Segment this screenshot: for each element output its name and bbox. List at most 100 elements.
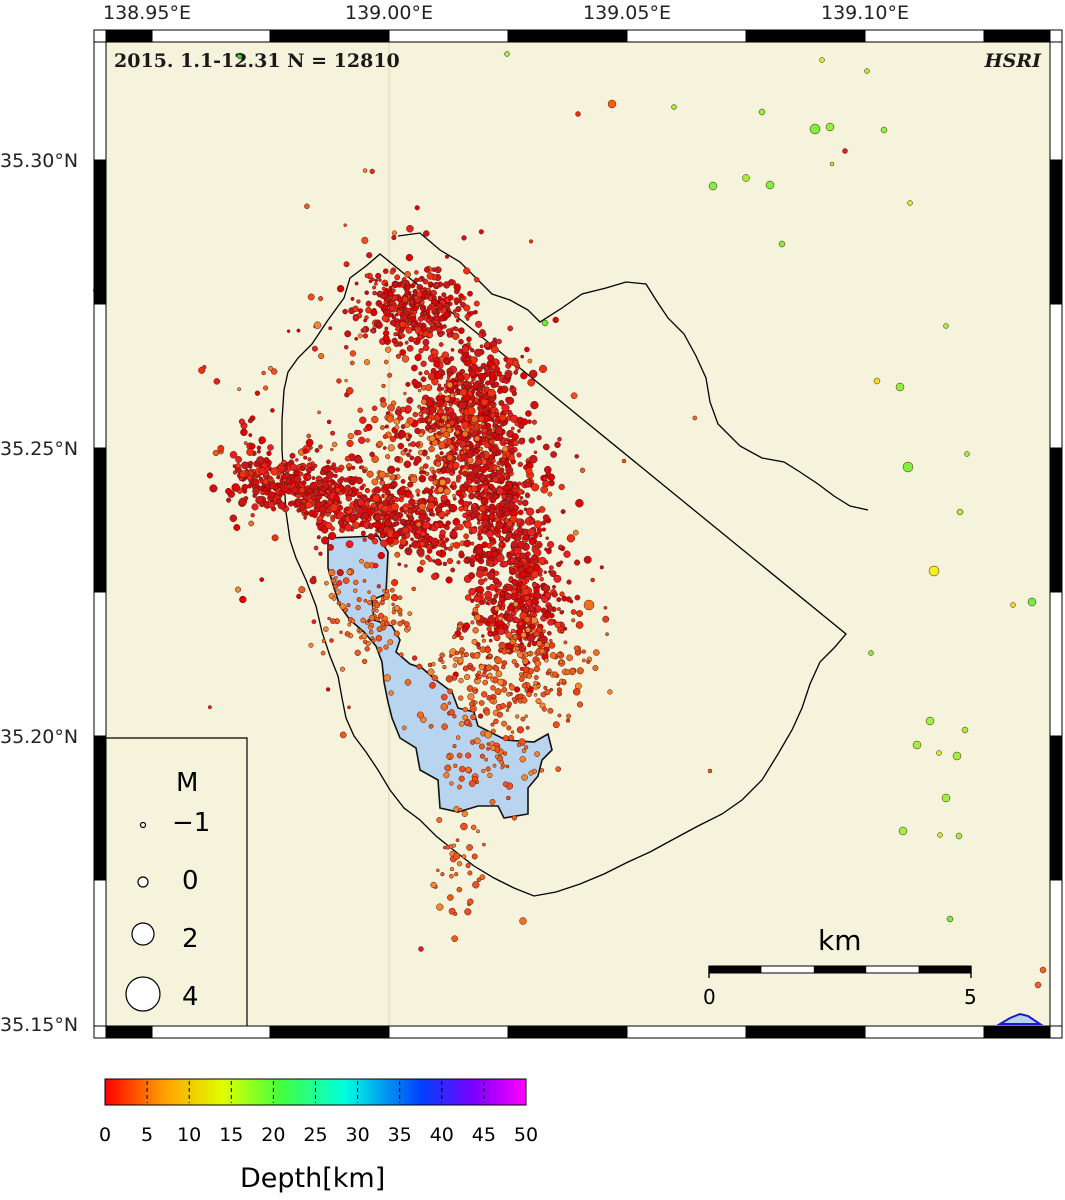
earthquake-dot: [502, 453, 508, 459]
earthquake-dot: [437, 295, 442, 300]
earthquake-dot: [217, 444, 225, 452]
earthquake-dot: [441, 693, 448, 701]
earthquake-dot: [453, 911, 458, 916]
earthquake-dot: [436, 868, 440, 873]
earthquake-dot: [439, 451, 444, 456]
earthquake-dot: [502, 735, 509, 742]
earthquake-dot: [521, 418, 529, 426]
earthquake-dot: [395, 321, 400, 326]
frame-bottom-segment: [864, 1025, 985, 1039]
earthquake-dot: [471, 448, 476, 452]
earthquake-dot: [363, 318, 367, 323]
earthquake-dot: [467, 870, 473, 876]
earthquake-dot: [427, 417, 432, 423]
earthquake-dot: [521, 587, 530, 596]
earthquake-dot: [549, 687, 554, 692]
earthquake-dot: [546, 605, 554, 612]
earthquake-dot: [408, 544, 413, 548]
earthquake-dot: [574, 559, 581, 566]
earthquake-dot: [495, 466, 501, 471]
earthquake-dot: [243, 496, 249, 501]
earthquake-dot: [455, 306, 462, 313]
earthquake-dot: [572, 529, 579, 536]
earthquake-dot: [212, 449, 220, 457]
earthquake-dot: [474, 348, 483, 357]
earthquake-dot: [388, 690, 394, 696]
earthquake-dot: [521, 499, 529, 507]
earthquake-dot: [408, 299, 415, 305]
frame-right-segment: [1049, 159, 1063, 305]
earthquake-dot: [487, 388, 496, 398]
earthquake-dot: [391, 230, 397, 236]
earthquake-dot: [327, 480, 333, 487]
earthquake-dot: [289, 463, 298, 472]
earthquake-dot: [475, 473, 481, 479]
earthquake-dot: [316, 535, 321, 540]
earthquake-dot: [438, 370, 442, 375]
earthquake-dot: [490, 428, 495, 433]
earthquake-dot: [412, 338, 418, 343]
earthquake-dot: [558, 660, 564, 665]
earthquake-dot: [383, 674, 391, 682]
earthquake-dot: [344, 330, 352, 338]
earthquake-dot: [420, 326, 427, 333]
earthquake-dot: [488, 454, 494, 461]
earthquake-dot: [517, 429, 521, 433]
earthquake-dot: [381, 504, 390, 513]
earthquake-dot: [320, 650, 326, 656]
earthquake-dot: [397, 341, 404, 347]
earthquake-dot: [489, 526, 495, 532]
earthquake-dot: [488, 562, 493, 568]
earthquake-dot: [494, 656, 502, 665]
earthquake-dot: [411, 379, 419, 387]
earthquake-dot: [318, 296, 324, 302]
earthquake-dot: [390, 502, 399, 511]
earthquake-dot: [276, 475, 281, 480]
earthquake-dot: [527, 378, 536, 387]
earthquake-dot: [436, 386, 443, 392]
earthquake-dot: [411, 326, 416, 331]
earthquake-dot: [530, 400, 539, 410]
earthquake-dot: [523, 616, 531, 623]
earthquake-dot: [456, 752, 463, 759]
earthquake-dot: [435, 461, 442, 467]
earthquake-dot: [354, 649, 361, 656]
earthquake-dot: [411, 655, 418, 661]
earthquake-dot: [475, 547, 484, 555]
earthquake-dot: [330, 618, 336, 624]
earthquake-dot: [319, 469, 326, 476]
earthquake-dot: [438, 657, 443, 663]
earthquake-dot: [302, 448, 309, 454]
earthquake-dot: [336, 580, 343, 587]
earthquake-dot: [276, 482, 283, 488]
earthquake-dot: [462, 665, 469, 672]
earthquake-dot: [385, 346, 392, 353]
earthquake-dot: [532, 612, 538, 618]
earthquake-dot: [358, 436, 366, 444]
earthquake-dot: [708, 181, 718, 191]
earthquake-dot: [496, 338, 502, 345]
earthquake-dot: [394, 274, 401, 281]
earthquake-dot: [493, 634, 501, 642]
earthquake-dot: [497, 627, 505, 636]
earthquake-dot: [541, 706, 547, 712]
earthquake-dot: [403, 447, 408, 453]
legend-title: M: [176, 768, 199, 798]
earthquake-dot: [307, 457, 312, 462]
earthquake-dot: [246, 448, 254, 456]
earthquake-dot: [416, 291, 423, 298]
earthquake-dot: [342, 577, 350, 584]
earthquake-dot: [511, 433, 519, 441]
colorbar-tick-label: 5: [141, 1124, 154, 1146]
earthquake-dot: [408, 498, 416, 507]
earthquake-dot: [490, 446, 498, 454]
earthquake-dot: [533, 520, 543, 529]
earthquake-dot: [559, 610, 564, 615]
earthquake-dot: [477, 411, 483, 417]
earthquake-dot: [414, 455, 422, 464]
earthquake-dot: [495, 670, 503, 678]
earthquake-dot: [389, 269, 395, 275]
earthquake-dot: [237, 387, 242, 392]
earthquake-dot: [485, 601, 490, 606]
earthquake-dot: [428, 428, 434, 434]
